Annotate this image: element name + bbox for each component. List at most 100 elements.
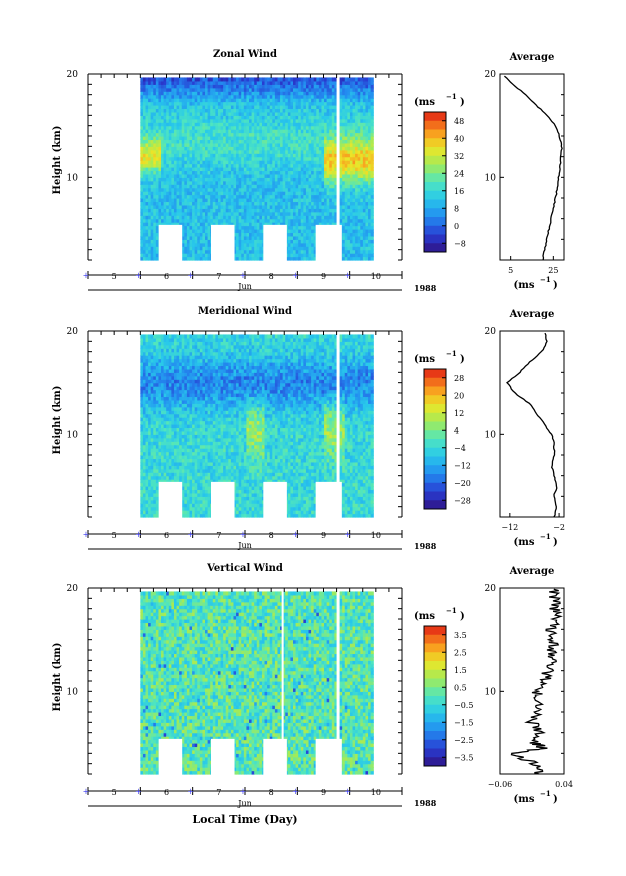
heatmap-cell: [181, 235, 185, 240]
colorbar-segment: [424, 112, 446, 122]
heatmap-cell: [171, 101, 175, 106]
heatmap-cell: [142, 170, 147, 175]
heatmap-cell: [342, 136, 346, 141]
heatmap-cell: [184, 201, 188, 206]
heatmap-cell: [342, 122, 346, 127]
heatmap-cell: [181, 229, 185, 234]
heatmap-cell: [362, 211, 367, 216]
heatmap-cell: [161, 94, 165, 99]
heatmap-cell: [225, 122, 229, 127]
heatmap-cell: [342, 249, 346, 254]
heatmap-cell: [199, 235, 204, 240]
heatmap-cell: [215, 173, 219, 178]
heatmap-cell: [295, 191, 299, 196]
heatmap-cell: [194, 139, 198, 144]
heatmap-cell: [326, 153, 330, 158]
x-tick-label: 10: [371, 272, 381, 281]
heatmap-cell: [352, 122, 356, 127]
heatmap-cell: [256, 177, 260, 182]
heatmap-cell: [140, 475, 144, 480]
heatmap-cell: [197, 198, 201, 203]
heatmap-cell: [267, 180, 271, 185]
heatmap-cell: [210, 215, 214, 220]
heatmap-cell: [339, 163, 343, 168]
heatmap-cell: [357, 84, 361, 89]
heatmap-cell: [140, 101, 144, 106]
heatmap-cell: [342, 108, 346, 113]
heatmap-cell: [249, 146, 253, 151]
heatmap-cell: [150, 105, 154, 110]
heatmap-cell: [161, 142, 165, 147]
heatmap-cell: [267, 191, 271, 196]
heatmap-cell: [347, 146, 351, 151]
heatmap-cell: [349, 80, 354, 85]
heatmap-cell: [199, 142, 204, 147]
heatmap-cell: [173, 191, 178, 196]
heatmap-cell: [344, 208, 348, 213]
heatmap-cell: [293, 77, 297, 82]
heatmap-cell: [349, 225, 354, 230]
heatmap-cell: [153, 160, 157, 165]
heatmap-cell: [140, 410, 144, 415]
heatmap-cell: [370, 153, 374, 158]
heatmap-cell: [331, 201, 336, 206]
heatmap-cell: [212, 87, 216, 92]
heatmap-cell: [243, 80, 248, 85]
heatmap-cell: [308, 235, 312, 240]
heatmap-cell: [316, 98, 320, 103]
heatmap-cell: [249, 125, 253, 130]
heatmap-cell: [236, 101, 240, 106]
heatmap-cell: [282, 201, 286, 206]
heatmap-cell: [277, 118, 281, 123]
heatmap-cell: [261, 84, 266, 89]
heatmap-cell: [223, 98, 227, 103]
heatmap-cell: [142, 142, 147, 147]
heatmap-cell: [230, 149, 235, 154]
heatmap-cell: [207, 91, 211, 96]
heatmap-cell: [228, 146, 232, 151]
heatmap-cell: [303, 232, 307, 237]
heatmap-cell: [197, 239, 201, 244]
heatmap-cell: [155, 249, 160, 254]
heatmap-cell: [295, 77, 299, 82]
heatmap-cell: [282, 94, 286, 99]
heatmap-cell: [155, 239, 160, 244]
heatmap-cell: [181, 132, 185, 137]
heatmap-cell: [189, 225, 193, 230]
heatmap-cell: [287, 142, 292, 147]
heatmap-cell: [272, 77, 276, 82]
heatmap-cell: [186, 211, 191, 216]
heatmap-cell: [321, 187, 325, 192]
heatmap-cell: [357, 225, 361, 230]
heatmap-cell: [173, 129, 178, 134]
heatmap-cell: [287, 115, 292, 120]
heatmap-cell: [342, 222, 346, 227]
heatmap-cell: [246, 215, 250, 220]
heatmap-cell: [311, 118, 315, 123]
heatmap-cell: [233, 204, 237, 209]
heatmap-cell: [238, 125, 242, 130]
heatmap-cell: [153, 225, 157, 230]
heatmap-cell: [256, 201, 260, 206]
heatmap-cell: [176, 84, 180, 89]
heatmap-cell: [197, 173, 201, 178]
heatmap-cell: [318, 129, 323, 134]
heatmap-cell: [173, 163, 178, 168]
heatmap-cell: [269, 146, 273, 151]
heatmap-cell: [181, 222, 185, 227]
heatmap-cell: [220, 91, 224, 96]
heatmap-cell: [290, 115, 294, 120]
heatmap-cell: [293, 142, 297, 147]
heatmap-cell: [308, 163, 312, 168]
heatmap-cell: [285, 108, 289, 113]
heatmap-cell: [308, 187, 312, 192]
heatmap-cell: [280, 91, 284, 96]
heatmap-cell: [189, 167, 193, 172]
heatmap-cell: [254, 232, 258, 237]
heatmap-cell: [155, 111, 160, 116]
heatmap-cell: [256, 218, 260, 223]
heatmap-cell: [287, 218, 292, 223]
heatmap-cell: [355, 170, 359, 175]
heatmap-cell: [241, 136, 245, 141]
heatmap-cell: [241, 94, 245, 99]
